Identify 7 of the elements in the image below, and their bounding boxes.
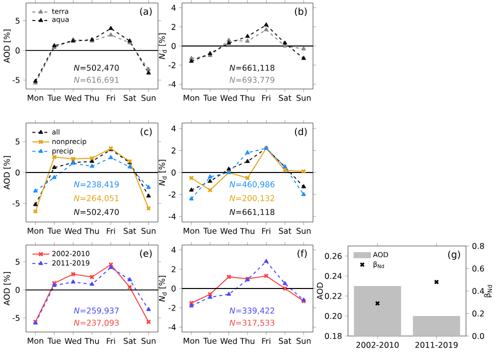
chart-title: (c): [140, 128, 152, 136]
chart-title: (d): [294, 128, 307, 136]
chart-title: (a): [140, 8, 152, 16]
chart-title: (e): [140, 250, 152, 258]
chart-title: (b): [294, 8, 307, 16]
chart-title: (g): [448, 250, 460, 260]
chart-title: (f): [298, 250, 307, 258]
